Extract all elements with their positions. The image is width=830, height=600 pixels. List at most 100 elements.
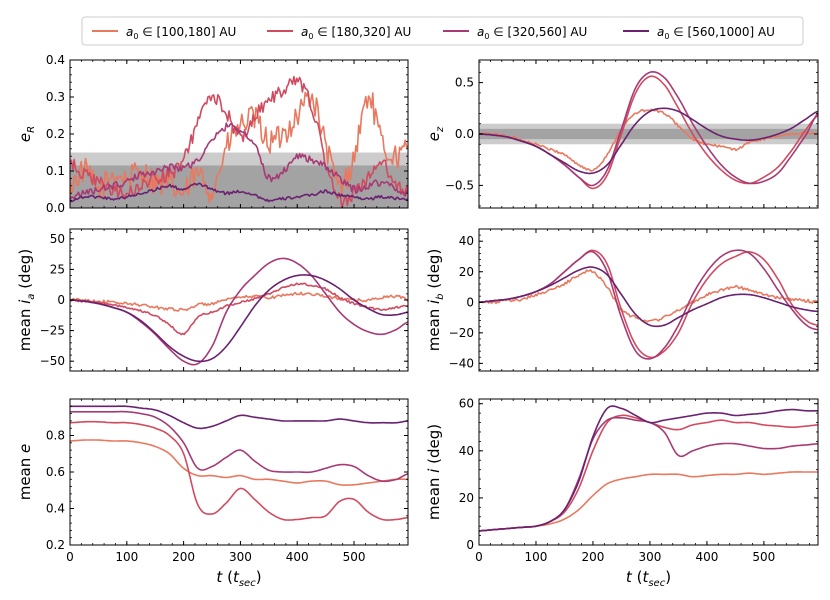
y-label-subscript: z bbox=[435, 126, 446, 133]
x-axis-labels: t (tsec) t (tsec) bbox=[216, 568, 671, 589]
y-tick-label: 0.3 bbox=[46, 90, 65, 104]
legend-symbol: a bbox=[477, 25, 484, 39]
x-tick-label: 200 bbox=[581, 550, 604, 564]
series-line-2 bbox=[70, 420, 408, 521]
series-line-2 bbox=[70, 282, 408, 336]
y-axis-label: mean i (deg) bbox=[425, 424, 443, 520]
y-label-prefix: mean bbox=[16, 304, 34, 351]
x-axis-label: t (tsec) bbox=[216, 568, 261, 589]
series-line-3 bbox=[70, 122, 408, 201]
y-tick-label: 50 bbox=[50, 232, 65, 246]
series-line-3 bbox=[70, 257, 408, 366]
y-axis-label: mean ib (deg) bbox=[425, 249, 446, 352]
x-label-unit: t bbox=[642, 568, 649, 586]
y-axis-label: mean e bbox=[16, 444, 34, 501]
legend-label-1: a0 ∈ [100,180] AU bbox=[126, 25, 236, 41]
y-label-symbol: i bbox=[425, 299, 443, 304]
y-axis-label: eR bbox=[16, 126, 37, 142]
x-label-open: ( bbox=[227, 568, 233, 586]
shaded-band-2 bbox=[479, 128, 818, 140]
y-label-subscript: R bbox=[26, 126, 37, 133]
legend-symbol: a bbox=[126, 25, 133, 39]
legend-label-2: a0 ∈ [180,320] AU bbox=[301, 25, 411, 41]
y-tick-label: 0 bbox=[57, 293, 65, 307]
series-line-2 bbox=[479, 414, 818, 532]
axes-frame bbox=[478, 228, 819, 372]
legend-range: ∈ [320,560] AU bbox=[489, 25, 587, 39]
series-line-1 bbox=[479, 471, 818, 532]
y-tick-label: 0.6 bbox=[46, 465, 65, 479]
legend-range: ∈ [100,180] AU bbox=[138, 25, 236, 39]
y-label-suffix: (deg) bbox=[425, 424, 443, 469]
y-tick-label: 60 bbox=[459, 397, 474, 411]
y-tick-label: 0.4 bbox=[46, 502, 65, 516]
y-tick-label: 0.1 bbox=[46, 164, 65, 178]
y-label-suffix: (deg) bbox=[16, 249, 34, 294]
y-label-prefix: mean bbox=[425, 473, 443, 520]
y-label-symbol: e bbox=[425, 132, 443, 141]
legend-symbol: a bbox=[301, 25, 308, 39]
y-label-symbol: e bbox=[16, 133, 34, 142]
legend-range: ∈ [180,320] AU bbox=[313, 25, 411, 39]
x-tick-label: 0 bbox=[66, 550, 74, 564]
x-label-symbol: t bbox=[626, 568, 637, 586]
y-axis-label: mean ia (deg) bbox=[16, 249, 37, 351]
legend-label-3: a0 ∈ [320,560] AU bbox=[477, 25, 587, 41]
series-line-1 bbox=[479, 269, 818, 323]
y-tick-label: 0 bbox=[466, 295, 474, 309]
y-tick-label: 0.5 bbox=[455, 76, 474, 90]
y-tick-label: 0.2 bbox=[46, 127, 65, 141]
y-tick-label: 0.0 bbox=[46, 201, 65, 215]
y-tick-label: 0.0 bbox=[455, 127, 474, 141]
series-line-4 bbox=[479, 266, 818, 328]
panel-ib: −40 −20 0 20 40 mean ib (deg) bbox=[425, 228, 819, 372]
y-label-prefix: mean bbox=[16, 453, 34, 500]
series-line-4 bbox=[479, 107, 818, 175]
y-tick-label: −20 bbox=[449, 326, 474, 340]
y-tick-label: 0 bbox=[466, 538, 474, 552]
legend-subscript: 0 bbox=[308, 32, 313, 41]
legend-symbol: a bbox=[657, 25, 664, 39]
y-tick-label: 25 bbox=[50, 262, 65, 276]
y-tick-label: 40 bbox=[459, 234, 474, 248]
legend-range: ∈ [560,1000] AU bbox=[669, 25, 775, 39]
panel-i: 0 100 200 300 400 500 0 20 40 60 mean i (deg) bbox=[425, 397, 819, 564]
x-tick-label: 400 bbox=[286, 550, 309, 564]
panel-e: 0 100 200 300 400 500 0.2 0.4 0.6 0.8 mean e bbox=[16, 398, 409, 564]
y-tick-label: −0.5 bbox=[445, 178, 474, 192]
x-tick-label: 100 bbox=[115, 550, 138, 564]
series-line-4 bbox=[479, 405, 818, 532]
panel-ez: −0.5 0.0 0.5 ez bbox=[425, 59, 819, 209]
x-tick-label: 300 bbox=[638, 550, 661, 564]
x-tick-label: 500 bbox=[343, 550, 366, 564]
y-tick-label: 40 bbox=[459, 444, 474, 458]
y-tick-label: 20 bbox=[459, 491, 474, 505]
axes-frame bbox=[478, 398, 819, 546]
x-label-unit-sub: sec bbox=[648, 578, 665, 589]
x-tick-label: 100 bbox=[525, 550, 548, 564]
y-tick-label: −25 bbox=[40, 324, 65, 338]
x-label-open: ( bbox=[637, 568, 643, 586]
x-tick-label: 200 bbox=[172, 550, 195, 564]
series-line-4 bbox=[70, 405, 408, 430]
series-line-4 bbox=[70, 182, 408, 203]
y-tick-label: 0.4 bbox=[46, 53, 65, 67]
x-axis-label: t (tsec) bbox=[626, 568, 671, 589]
series-line-3 bbox=[479, 249, 818, 360]
series-line-4 bbox=[70, 274, 408, 363]
panels: 0.00.10.20.30.4eR−0.50.00.5ez−50−2502550… bbox=[16, 53, 819, 564]
series-line-3 bbox=[70, 410, 408, 483]
legend-subscript: 0 bbox=[484, 32, 489, 41]
x-tick-label: 0 bbox=[475, 550, 483, 564]
y-tick-label: 0.2 bbox=[46, 538, 65, 552]
legend: a0 ∈ [100,180] AU a0 ∈ [180,320] AU a0 ∈ [… bbox=[81, 16, 804, 46]
panel-ia: −50 −25 0 25 50 mean ia (deg) bbox=[16, 228, 409, 372]
y-label-symbol: i bbox=[16, 299, 34, 304]
y-label-subscript: b bbox=[435, 293, 446, 299]
y-tick-label: 0.8 bbox=[46, 429, 65, 443]
y-label-subscript: a bbox=[26, 294, 37, 300]
x-label-close: ) bbox=[665, 568, 671, 586]
y-label-symbol: i bbox=[425, 468, 443, 473]
y-axis-label: ez bbox=[425, 126, 446, 141]
y-tick-label: −40 bbox=[449, 356, 474, 370]
